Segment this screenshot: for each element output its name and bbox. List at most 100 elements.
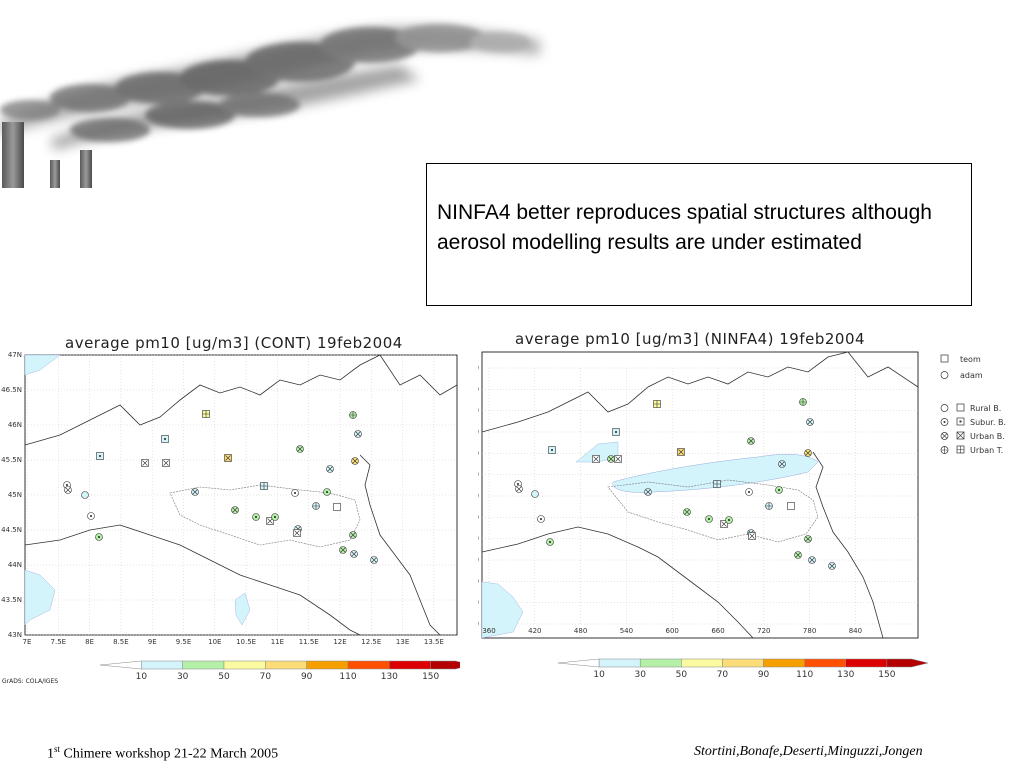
y-tick-label: 47N [8,351,22,359]
station-marker [350,550,358,558]
coastline [359,454,441,636]
station-marker [354,430,362,438]
station-marker [775,486,783,494]
y-tick-label: 5100 [478,407,479,415]
plus [941,446,948,454]
colorbar-segment [639,658,682,668]
colorbar-segment [598,658,641,668]
colorbar-segment [182,660,225,670]
station-marker [745,488,753,496]
colorbar-label: 110 [339,672,356,682]
legend-urban-b: Urban B. [970,432,1005,441]
circle-icon [940,371,949,379]
station-marker [326,465,334,473]
y-tick-label: 5160 [478,364,479,372]
y-tick-label: 5040 [478,449,479,457]
plus [957,446,964,453]
circle-x-icon [940,432,949,440]
x-tick-label: 13.5E [424,638,444,646]
map-left-title: average pm10 [ug/m3] (CONT) 19feb2004 [65,334,403,352]
y-tick-label: 4950 [478,513,479,521]
station-marker [537,515,545,523]
station-marker [592,455,600,463]
map-right-stations [514,398,836,570]
colorbar-label: 70 [260,672,272,682]
x-tick-label: 13E [396,638,409,646]
colorbar-label: 150 [422,672,439,682]
station-marker [748,532,756,540]
region-boundary [169,484,361,548]
map-right-frame [481,351,919,639]
map-left-x-axis: 7E 7.5E 8E 8.5E 9E 9.5E 10E 10.5E 11E 11.5E 12E 12.… [23,638,444,646]
station-marker [291,489,299,497]
station-marker [95,533,103,541]
station-marker [333,503,341,511]
y-tick-label: 46.5N [1,386,22,394]
colorbar-label: 50 [218,672,230,682]
colorbar-label: 150 [878,670,895,680]
y-tick-label: 43.5N [1,596,22,604]
x-tick-label: 7.5E [51,638,67,646]
colorbar-label: 50 [676,670,688,680]
colorbar-label: 10 [593,670,605,680]
y-tick-label: 4860 [478,577,479,585]
station-marker [96,452,104,460]
square-x-icon [956,431,965,440]
x-tick-label: 8.5E [113,638,129,646]
station-marker [548,446,556,454]
colorbar-segment [141,660,183,670]
station-marker [87,512,95,520]
border-line [847,351,919,388]
map-right-title: average pm10 [ug/m3] (NINFA4) 19feb2004 [515,330,865,348]
y-tick-label: 4980 [478,492,479,500]
map-right-grid [482,367,918,625]
dot [959,420,962,423]
circle-dot-icon [940,418,949,426]
sea-area [234,592,251,626]
x-tick-label: 9E [148,638,157,646]
map-right-x-axis: 360 420 480 540 600 660 720 780 840 [482,627,862,635]
border-line [24,354,381,446]
station-marker [799,398,807,406]
colorbar-arrow-right [886,658,929,668]
y-tick-label: 43N [8,631,22,639]
colorbar-arrow-left [99,660,142,670]
station-marker [162,459,170,467]
x-tick-label: 9.5E [176,638,192,646]
map-left-stations [63,410,378,564]
station-marker [161,435,169,443]
station-legend: teom adam Rural B. Subur. B. Urban B. Ur… [940,354,1006,455]
legend-rural: Rural B. [970,404,1001,413]
station-marker [339,546,347,554]
station-marker [141,459,149,467]
square-icon [940,354,949,363]
footer-ordinal: 1 [47,746,54,762]
legend-subur: Subur. B. [970,418,1006,427]
smokestack-illustration [0,24,540,188]
x-tick-label: 12.5E [361,638,381,646]
station-marker [224,454,232,462]
station-marker [765,502,773,510]
coastline [812,451,884,639]
station-marker [614,455,622,463]
station-marker [794,551,802,559]
station-marker [312,502,320,510]
colorbar-segment [265,660,307,670]
x-tick-label: 10.5E [236,638,256,646]
map-right-colorbar: 10 30 50 70 90 110 130 150 [557,658,929,680]
x-tick-label: 7E [23,638,32,646]
map-cont: average pm10 [ug/m3] (CONT) 19feb2004 47… [0,325,460,690]
station-marker [271,513,279,521]
station-marker [370,556,378,564]
x-tick-label: 12E [333,638,346,646]
station-marker [351,457,359,465]
station-marker [293,529,301,537]
colorbar-label: 10 [136,672,148,682]
x-tick-label: 360 [482,627,495,635]
station-marker [515,485,523,493]
coastline [24,524,361,636]
station-marker [808,556,816,564]
y-tick-label: 4890 [478,556,479,564]
station-marker [323,488,331,496]
